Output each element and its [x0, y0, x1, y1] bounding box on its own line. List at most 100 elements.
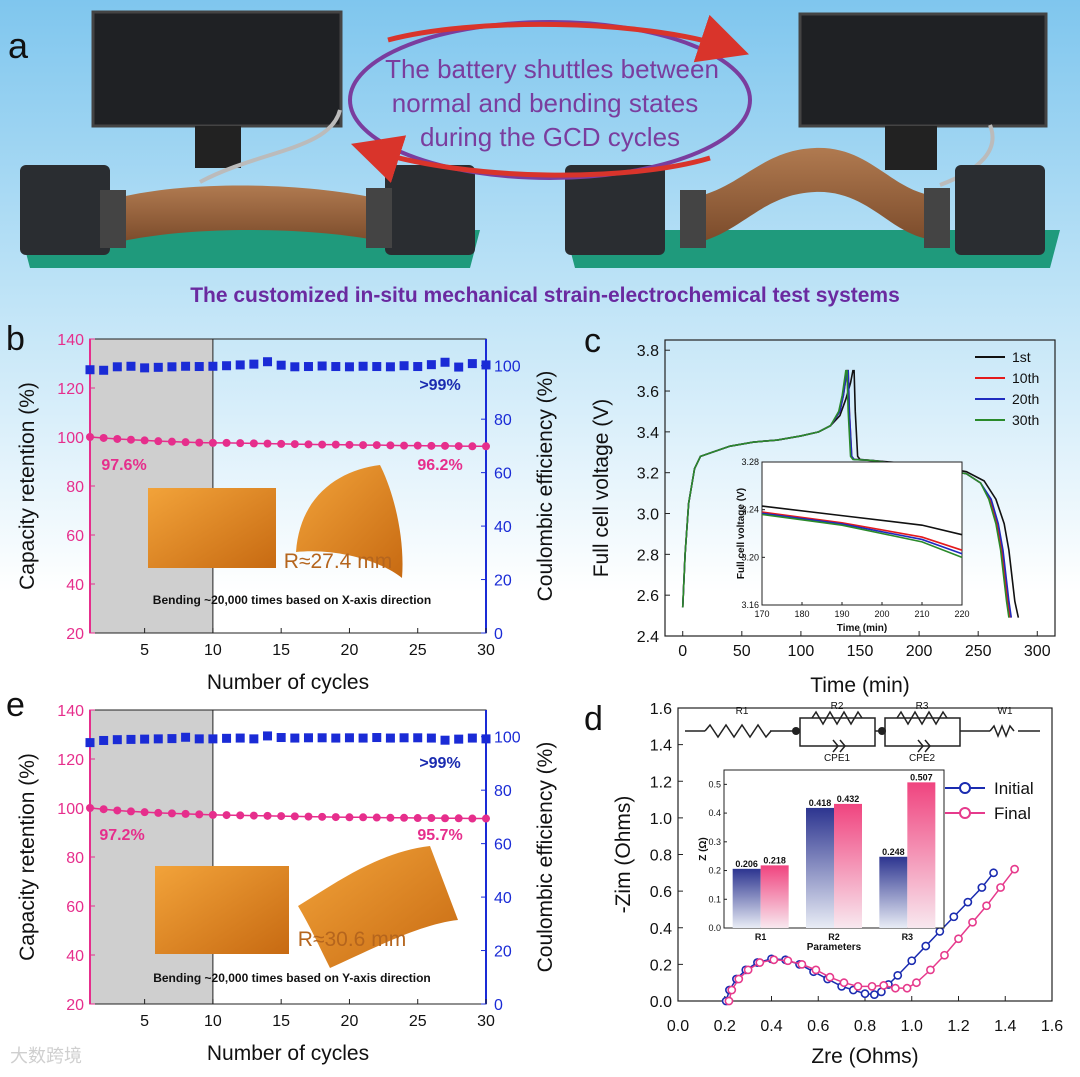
- capacity-retention-point-b: [167, 437, 176, 446]
- circuit-label-w1: W1: [998, 706, 1013, 717]
- coulombic-efficiency-point-b: [126, 361, 136, 371]
- circuit-label-cpe2: CPE2: [909, 753, 936, 764]
- monitor-left: [91, 10, 343, 128]
- capacity-retention-point-e: [454, 814, 463, 823]
- monitor-stand-left: [195, 126, 241, 168]
- cr-end-label-e: 95.7%: [417, 827, 462, 844]
- nyquist-point-Initial: [989, 868, 998, 878]
- warburg-w1: [989, 723, 1015, 739]
- ce-label-e: >99%: [419, 755, 460, 772]
- inset-x-tick-label-c: 210: [914, 609, 929, 619]
- nyquist-point-Initial: [921, 941, 931, 951]
- capacity-retention-point-b: [208, 438, 217, 447]
- capacity-retention-point-b: [154, 437, 163, 446]
- coulombic-efficiency-point-e: [235, 733, 245, 743]
- coulombic-efficiency-point-b: [467, 359, 477, 369]
- capacity-retention-point-e: [318, 812, 327, 821]
- capacity-retention-point-b: [482, 442, 490, 451]
- x-tick-label-b: 20: [341, 642, 359, 659]
- capacity-retention-point-e: [427, 814, 436, 823]
- circuit-label-cpe1: CPE1: [824, 753, 851, 764]
- radius-label-e: R≈30.6 mm: [298, 928, 406, 951]
- inset-bar-label-Initial-R2: 0.418: [809, 798, 832, 808]
- inset-c: 170 180 190 200 210 220 3.16 3.20 3.24 3.28 Time (…: [736, 457, 970, 634]
- nyquist-point-Final: [769, 955, 779, 965]
- nyquist-point-Final: [926, 965, 935, 975]
- y2-tick-label-e: 0: [494, 997, 503, 1014]
- inset-bar-label-Initial-R1: 0.206: [735, 859, 758, 869]
- holder-right-2: [924, 188, 950, 248]
- panel-b: b 5 10 15 20 25 30 20 40 60 80 100 120 140 0 20 40 60 80 1…: [6, 320, 557, 694]
- nyquist-point-Final: [724, 996, 734, 1006]
- capacity-retention-point-b: [86, 433, 94, 441]
- capacity-retention-point-b: [263, 439, 272, 448]
- y-tick-label-c: 3.6: [637, 384, 659, 401]
- x-tick-label-e: 5: [140, 1013, 149, 1030]
- y-tick-label-b: 100: [57, 430, 84, 447]
- y-axis-label-b: Capacity retention (%): [16, 382, 39, 590]
- capacity-retention-point-b: [331, 440, 340, 449]
- nyquist-point-Final: [940, 950, 949, 960]
- resistor-r3: [896, 710, 948, 726]
- radius-label-b: R≈27.4 mm: [284, 550, 392, 573]
- capacity-retention-point-b: [441, 441, 450, 450]
- coulombic-efficiency-point-b: [317, 361, 327, 371]
- board-left: [20, 230, 480, 268]
- legend-label-Initial: Initial: [994, 779, 1034, 798]
- coulombic-efficiency-point-b: [276, 360, 286, 370]
- test-rig-normal: [20, 10, 480, 268]
- x-tick-label-c: 250: [965, 643, 992, 660]
- panel-a: a The battery shu: [8, 10, 1060, 307]
- inset-category-label-d: R3: [902, 932, 914, 942]
- nyquist-point-Final: [811, 965, 821, 975]
- y-axis-label-e: Capacity retention (%): [16, 753, 39, 961]
- capacity-retention-point-b: [304, 440, 313, 449]
- annotations-e: >99% 97.2% 95.7% R≈30.6 mm Bending ~20,0…: [99, 755, 462, 985]
- inset-curve-10th: [761, 511, 963, 551]
- nyquist-point-Initial: [860, 989, 870, 999]
- coulombic-efficiency-point-e: [167, 734, 177, 744]
- capacity-retention-point-b: [372, 441, 381, 450]
- inset-curve-1st: [761, 505, 963, 536]
- holder-left-1: [100, 190, 126, 248]
- coulombic-efficiency-point-e: [303, 733, 313, 743]
- pad-flat-b: [148, 488, 276, 568]
- x-tick-label-e: 20: [341, 1013, 359, 1030]
- capacity-retention-point-e: [99, 805, 108, 814]
- coulombic-efficiency-point-b: [290, 362, 300, 372]
- y-tick-label-c: 3.4: [637, 425, 659, 442]
- capacity-retention-point-b: [468, 442, 477, 451]
- nyquist-point-Final: [853, 981, 863, 991]
- coulombic-efficiency-point-e: [263, 731, 273, 741]
- plot-d: 0.0 0.2 0.4 0.6 0.8 1.0 1.2 1.4 1.6 0.0 0.2 0.4 0.6 0…: [612, 701, 1063, 1068]
- x-axis-label-c: Time (min): [810, 674, 910, 697]
- y-tick-label-e: 100: [57, 801, 84, 818]
- clamp-left-2: [385, 165, 475, 255]
- capacity-retention-point-e: [222, 811, 231, 820]
- capacity-retention-point-b: [400, 441, 409, 450]
- flexible-battery-flat: [110, 185, 375, 244]
- plot-e: 5 10 15 20 25 30 20 40 60 80 100 120 140 0 20 40 60 80 100…: [16, 703, 557, 1065]
- panel-d-label: d: [584, 700, 603, 738]
- cr-start-label-b: 97.6%: [101, 457, 146, 474]
- capacity-retention-point-e: [290, 812, 299, 821]
- capacity-retention-point-e: [277, 812, 286, 821]
- x-tick-label-b: 30: [477, 642, 495, 659]
- legend-marker-Initial: [959, 782, 971, 794]
- inset-bar-Initial-R1: [732, 868, 761, 928]
- nyquist-point-Final: [902, 983, 912, 993]
- circuit-label-r1: R1: [736, 706, 749, 717]
- inset-bar-label-Final-R1: 0.218: [763, 855, 786, 865]
- capacity-retention-point-e: [359, 813, 368, 822]
- nyquist-point-Final: [734, 974, 744, 984]
- coulombic-efficiency-point-e: [194, 734, 204, 744]
- coulombic-efficiency-point-e: [140, 734, 150, 744]
- y-tick-label-e: 120: [57, 752, 84, 769]
- capacity-retention-point-e: [413, 814, 422, 823]
- annotations-b: >99% 97.6% 96.2% R≈27.4 mm Bending ~20,0…: [101, 377, 462, 607]
- legend-label-20th: 20th: [1012, 391, 1039, 407]
- coulombic-efficiency-point-b: [344, 362, 354, 372]
- nyquist-point-Final: [825, 972, 835, 982]
- y-tick-label-e: 140: [57, 703, 84, 720]
- capacity-retention-point-b: [386, 441, 395, 450]
